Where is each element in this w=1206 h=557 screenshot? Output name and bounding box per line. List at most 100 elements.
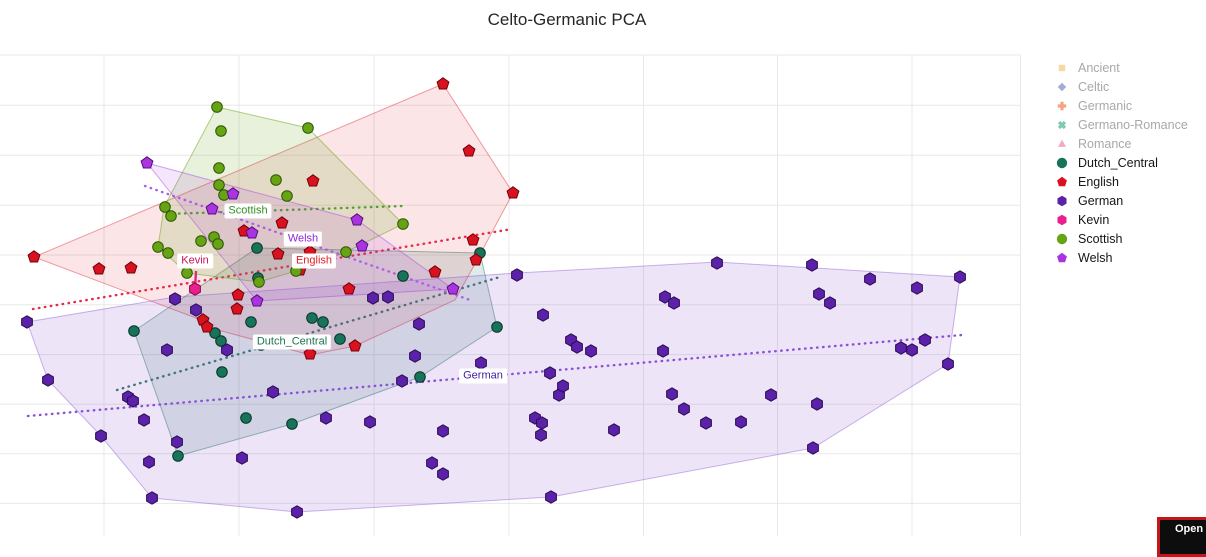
point-English[interactable] [306,174,320,187]
point-German[interactable] [396,374,408,388]
point-German[interactable] [537,308,549,322]
point-German[interactable] [536,416,548,430]
point-German[interactable] [21,315,33,329]
point-Scottish[interactable] [397,218,409,230]
point-Scottish[interactable] [211,101,223,113]
point-Welsh[interactable] [355,239,369,252]
point-German[interactable] [143,455,155,469]
point-Dutch_Central[interactable] [215,335,227,347]
point-Dutch_Central[interactable] [128,325,140,337]
point-German[interactable] [221,343,233,357]
point-English[interactable] [92,262,106,275]
point-Scottish[interactable] [213,179,225,191]
point-English[interactable] [303,347,317,360]
point-Scottish[interactable] [215,125,227,137]
point-German[interactable] [437,467,449,481]
point-German[interactable] [544,366,556,380]
point-Scottish[interactable] [181,267,193,279]
point-German[interactable] [535,428,547,442]
point-German[interactable] [169,292,181,306]
point-Scottish[interactable] [253,276,265,288]
point-Dutch_Central[interactable] [240,412,252,424]
point-Welsh[interactable] [446,282,460,295]
point-German[interactable] [267,385,279,399]
point-German[interactable] [437,424,449,438]
point-German[interactable] [811,397,823,411]
point-Scottish[interactable] [195,235,207,247]
point-German[interactable] [824,296,836,310]
point-Dutch_Central[interactable] [209,327,221,339]
point-German[interactable] [409,349,421,363]
point-German[interactable] [545,490,557,504]
point-German[interactable] [942,357,954,371]
point-Welsh[interactable] [140,156,154,169]
point-Dutch_Central[interactable] [306,312,318,324]
point-German[interactable] [171,435,183,449]
point-German[interactable] [813,287,825,301]
point-Scottish[interactable] [152,241,164,253]
point-German[interactable] [668,296,680,310]
point-German[interactable] [919,333,931,347]
point-Scottish[interactable] [302,122,314,134]
point-German[interactable] [511,268,523,282]
point-English[interactable] [469,253,483,266]
point-Scottish[interactable] [212,238,224,250]
legend-item-german[interactable]: German [1048,191,1206,210]
point-Dutch_Central[interactable] [491,321,503,333]
point-German[interactable] [426,456,438,470]
point-English[interactable] [342,282,356,295]
point-Dutch_Central[interactable] [172,450,184,462]
point-German[interactable] [678,402,690,416]
open-button[interactable]: Open [1157,517,1206,557]
point-German[interactable] [585,344,597,358]
point-German[interactable] [413,317,425,331]
point-German[interactable] [608,423,620,437]
point-German[interactable] [700,416,712,430]
point-German[interactable] [367,291,379,305]
point-German[interactable] [146,491,158,505]
point-German[interactable] [291,505,303,519]
point-Scottish[interactable] [165,210,177,222]
point-English[interactable] [348,339,362,352]
point-English[interactable] [27,250,41,263]
point-German[interactable] [320,411,332,425]
point-German[interactable] [364,415,376,429]
point-English[interactable] [124,261,138,274]
point-Kevin[interactable] [189,282,201,296]
legend-item-english[interactable]: English [1048,172,1206,191]
point-Dutch_Central[interactable] [317,316,329,328]
point-English[interactable] [462,144,476,157]
point-English[interactable] [436,77,450,90]
point-German[interactable] [557,379,569,393]
legend-item-germano-romance[interactable]: Germano-Romance [1048,115,1206,134]
point-German[interactable] [657,344,669,358]
point-Dutch_Central[interactable] [397,270,409,282]
point-Welsh[interactable] [350,213,364,226]
point-Dutch_Central[interactable] [286,418,298,430]
point-English[interactable] [230,302,244,315]
point-German[interactable] [864,272,876,286]
point-Dutch_Central[interactable] [414,371,426,383]
legend-item-romance[interactable]: Romance [1048,134,1206,153]
point-German[interactable] [382,290,394,304]
point-Scottish[interactable] [159,201,171,213]
point-English[interactable] [506,186,520,199]
point-German[interactable] [475,356,487,370]
point-Dutch_Central[interactable] [216,366,228,378]
point-English[interactable] [466,233,480,246]
point-German[interactable] [161,343,173,357]
point-Scottish[interactable] [270,174,282,186]
pca-plot-canvas[interactable] [0,0,1206,536]
legend-item-ancient[interactable]: Ancient [1048,58,1206,77]
point-English[interactable] [231,288,245,301]
point-Scottish[interactable] [213,162,225,174]
point-English[interactable] [271,247,285,260]
legend-item-celtic[interactable]: Celtic [1048,77,1206,96]
point-Welsh[interactable] [205,202,219,215]
point-German[interactable] [806,258,818,272]
point-German[interactable] [765,388,777,402]
point-Welsh[interactable] [250,294,264,307]
point-German[interactable] [190,303,202,317]
legend-item-germanic[interactable]: Germanic [1048,96,1206,115]
point-Scottish[interactable] [281,190,293,202]
